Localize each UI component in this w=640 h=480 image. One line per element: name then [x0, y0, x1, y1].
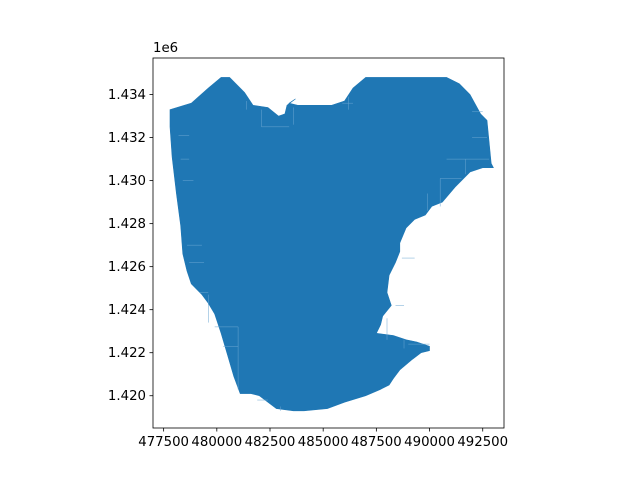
x-tick-label: 487500 [351, 435, 402, 450]
y-tick-label: 1.428 [108, 217, 146, 232]
x-tick-label: 485000 [298, 435, 349, 450]
region-polygon [169, 77, 494, 412]
y-tick-label: 1.432 [108, 131, 146, 146]
axes-frame [152, 57, 505, 429]
x-tick-label: 490000 [404, 435, 455, 450]
y-axis: 1.420 1.422 1.424 1.426 1.428 1.430 1.432 1.434 [108, 88, 153, 404]
x-tick-label: 482500 [245, 435, 296, 450]
x-tick-label: 492500 [457, 435, 508, 450]
y-tick-label: 1.420 [108, 389, 146, 404]
y-tick-label: 1.434 [108, 88, 146, 103]
x-axis: 477500 480000 482500 485000 487500 490000 4925… [138, 428, 508, 450]
y-tick-label: 1.430 [108, 174, 146, 189]
y-tick-label: 1.426 [108, 260, 146, 275]
x-tick-label: 477500 [138, 435, 189, 450]
plot-area [169, 77, 494, 412]
y-axis-offset-label: 1e6 [153, 41, 178, 56]
y-tick-label: 1.424 [108, 303, 146, 318]
x-tick-label: 480000 [191, 435, 242, 450]
y-tick-label: 1.422 [108, 346, 146, 361]
